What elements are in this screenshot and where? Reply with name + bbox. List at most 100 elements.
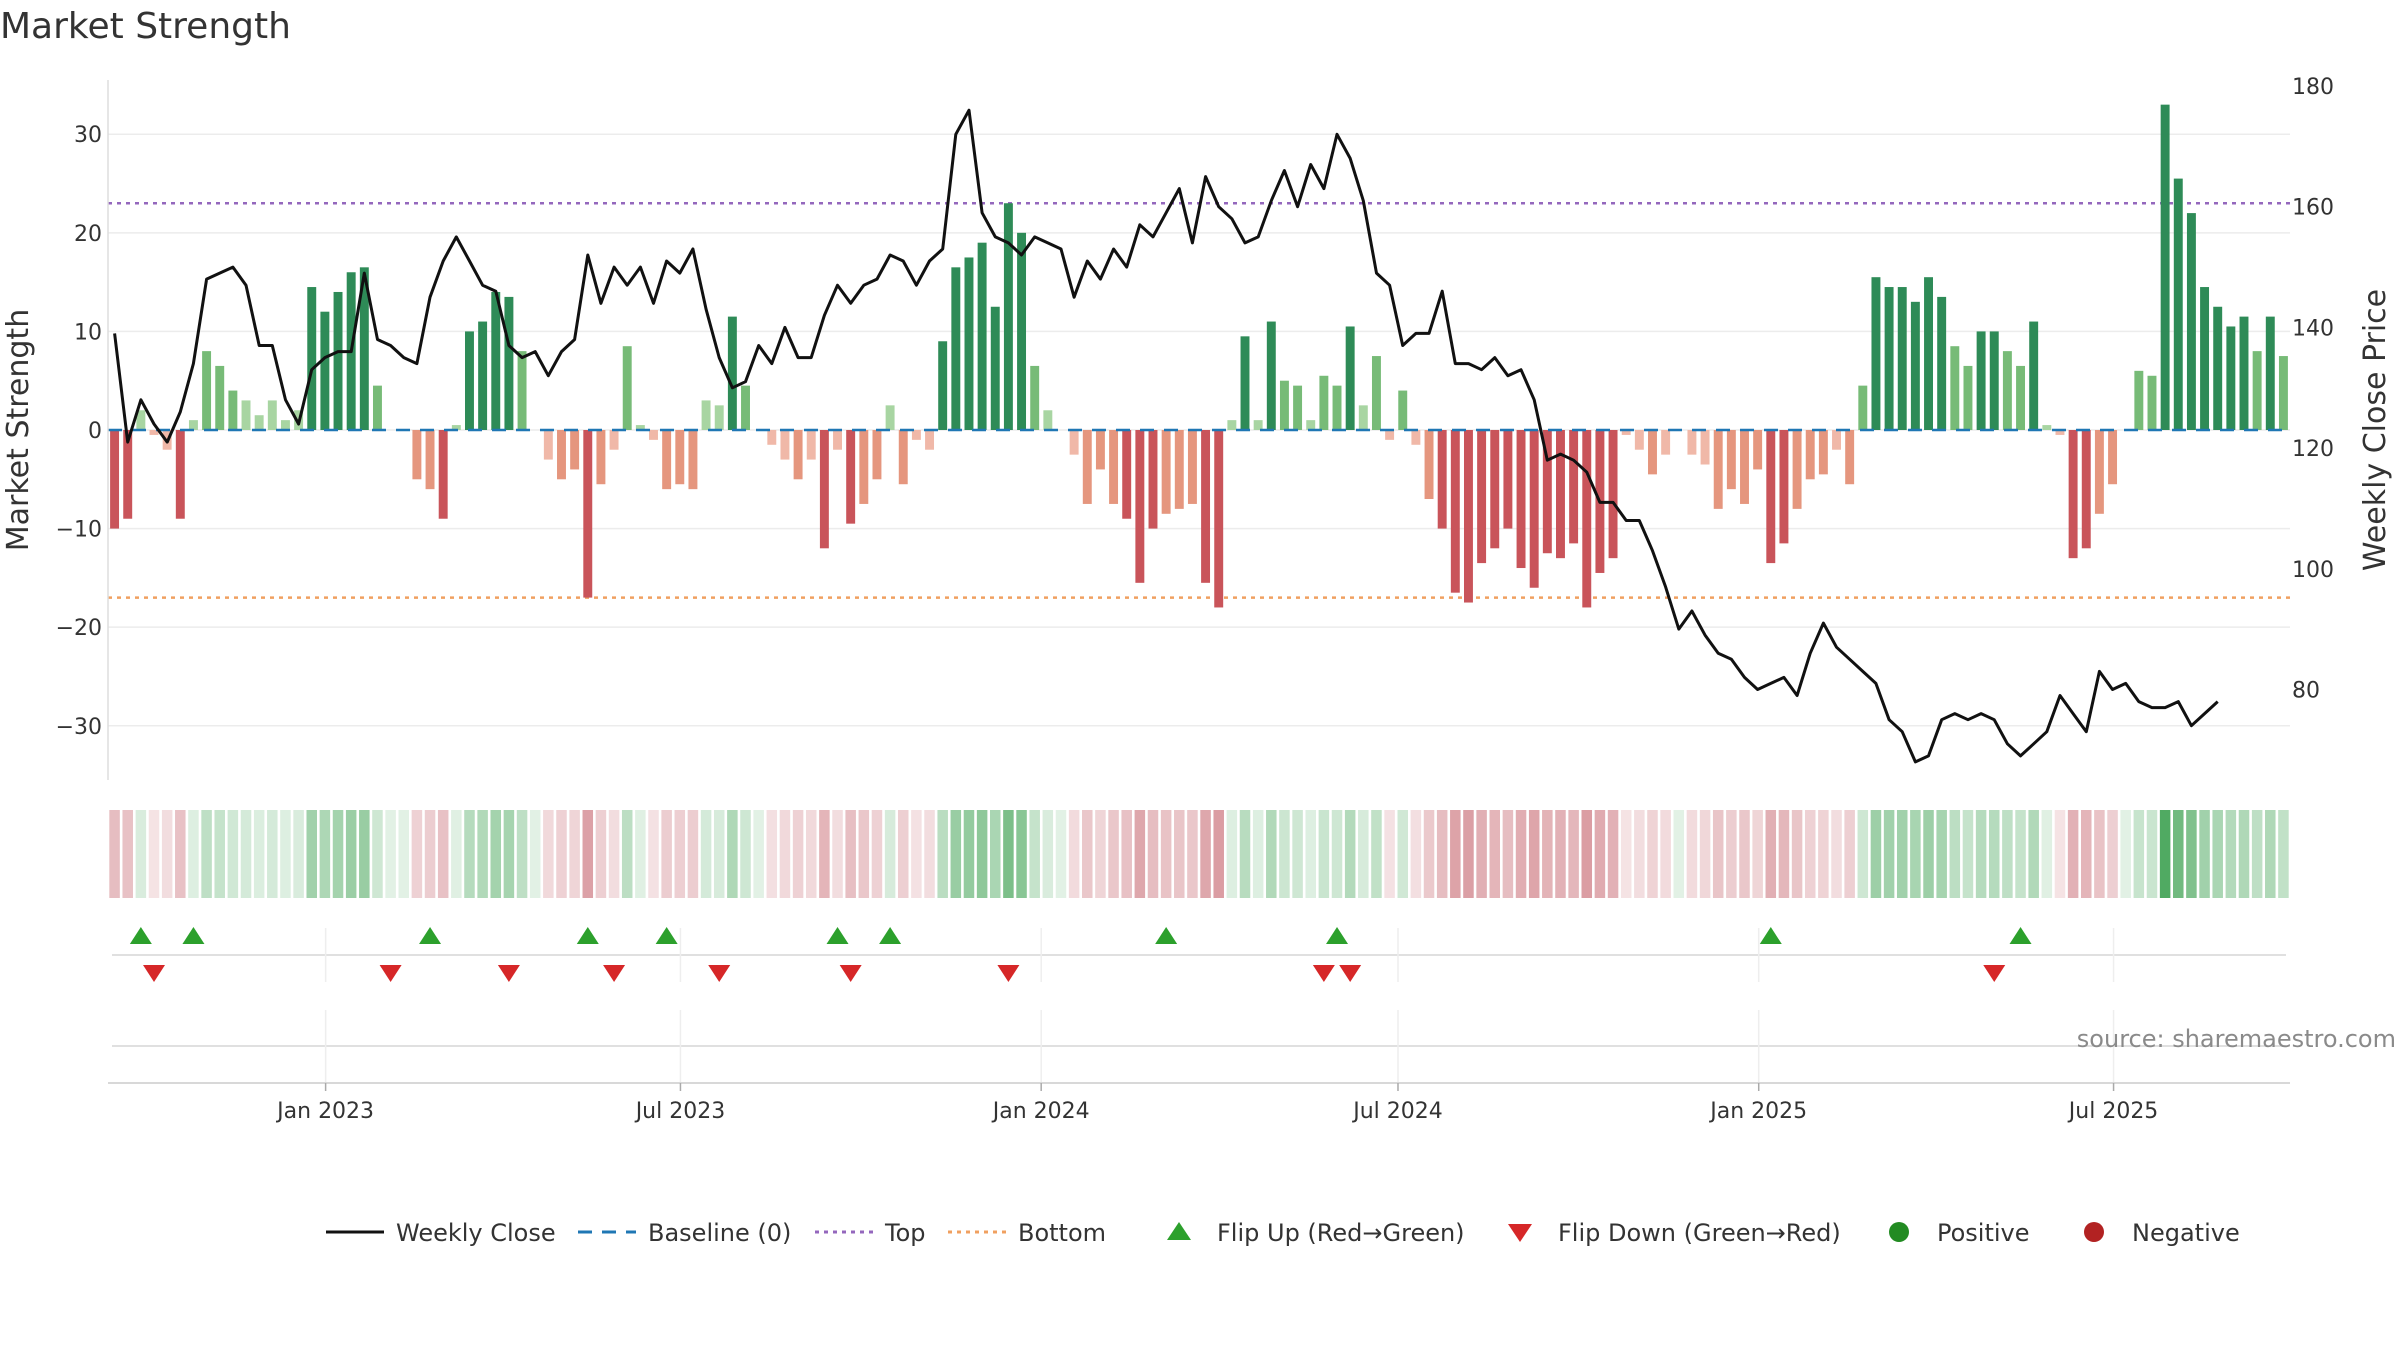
heat-cell xyxy=(1857,810,1869,898)
y-tick-label-right: 160 xyxy=(2292,196,2334,221)
heat-cell xyxy=(1003,810,1014,898)
heat-cell xyxy=(359,810,370,898)
heat-cell xyxy=(687,810,699,898)
heat-cell xyxy=(635,810,646,898)
heat-cell xyxy=(740,810,751,898)
heat-cell xyxy=(2265,810,2276,898)
strength-bar xyxy=(1661,430,1671,455)
strength-bar xyxy=(2042,425,2052,430)
legend-swatch xyxy=(1889,1222,1909,1242)
heat-cell xyxy=(1607,810,1619,898)
strength-bar xyxy=(1135,430,1145,583)
heat-cell xyxy=(424,810,436,898)
legend-item: Bottom xyxy=(948,1219,1106,1247)
heat-cell xyxy=(2015,810,2026,898)
heat-cell xyxy=(700,810,712,898)
strength-bar xyxy=(1319,375,1329,430)
flip-up-marker xyxy=(1155,927,1178,944)
heat-cell xyxy=(148,810,160,898)
legend-label: Negative xyxy=(2132,1219,2240,1247)
heat-cell xyxy=(122,810,133,898)
strength-bar xyxy=(333,291,343,430)
heat-cell xyxy=(858,810,870,898)
strength-bar xyxy=(465,331,474,430)
flip-up-marker xyxy=(655,927,678,944)
heat-cell xyxy=(1410,810,1422,898)
legend-item: Negative xyxy=(2084,1219,2240,1247)
heat-cell xyxy=(2054,810,2066,898)
heat-cell xyxy=(2212,810,2223,898)
heat-cell xyxy=(1975,810,1987,898)
strength-bar xyxy=(1753,430,1763,470)
strength-bar xyxy=(1345,326,1355,430)
heat-cell xyxy=(1226,810,1238,898)
strength-bar xyxy=(1424,430,1434,500)
y-tick-label-left: 0 xyxy=(88,419,102,444)
strength-bar xyxy=(557,430,566,480)
strength-bar xyxy=(372,385,382,430)
strength-bar xyxy=(228,390,238,430)
strength-bar xyxy=(2186,213,2196,430)
strength-bar xyxy=(2278,356,2288,430)
heat-cell xyxy=(1660,810,1671,898)
strength-bar xyxy=(1805,430,1815,480)
strength-bar xyxy=(1332,385,1342,430)
heat-cell xyxy=(753,810,764,898)
heat-cell xyxy=(2146,810,2158,898)
strength-bar xyxy=(2094,430,2104,514)
strength-bar xyxy=(1832,430,1841,450)
strength-bar xyxy=(1608,430,1618,559)
strength-bar xyxy=(1358,405,1368,430)
strength-bar xyxy=(1582,430,1592,608)
legend-label: Top xyxy=(884,1219,926,1247)
legend-item: Weekly Close xyxy=(326,1219,556,1247)
heat-cell xyxy=(871,810,883,898)
strength-bar xyxy=(438,430,448,519)
legend-label: Flip Down (Green→Red) xyxy=(1558,1219,1841,1247)
strength-bar xyxy=(1529,430,1539,588)
heat-cell xyxy=(2199,810,2210,898)
heat-cell xyxy=(1489,810,1501,898)
strength-bar xyxy=(609,430,619,450)
strength-bar xyxy=(793,430,803,480)
y-tick-label-left: 20 xyxy=(74,222,102,247)
strength-bar xyxy=(1371,356,1381,430)
heat-cell xyxy=(1620,810,1632,898)
strength-bar xyxy=(990,306,1000,430)
legend-label: Bottom xyxy=(1018,1219,1106,1247)
heat-cell xyxy=(1160,810,1172,898)
legend-swatch xyxy=(1508,1224,1532,1242)
flip-down-marker xyxy=(1312,965,1335,982)
legend-item: Flip Up (Red→Green) xyxy=(1167,1219,1465,1247)
flip-down-marker xyxy=(1983,965,2006,982)
heat-cell xyxy=(175,810,186,898)
legend: Weekly Close Baseline (0) Top Bottom Flip Up… xyxy=(326,1219,2240,1247)
heat-cell xyxy=(398,810,410,898)
strength-bar xyxy=(1503,430,1513,529)
heat-cell xyxy=(451,810,462,898)
heat-cell xyxy=(2028,810,2039,898)
heat-cell xyxy=(1239,810,1251,898)
heat-cell xyxy=(240,810,252,898)
strength-bar xyxy=(254,415,264,430)
strength-bar xyxy=(267,400,277,430)
strength-bar xyxy=(2226,326,2236,430)
heat-cell xyxy=(319,810,331,898)
y-tick-label-right: 120 xyxy=(2292,437,2334,462)
strength-bar xyxy=(1845,430,1855,485)
strength-bar xyxy=(1687,430,1697,455)
y-tick-label-right: 80 xyxy=(2292,678,2320,703)
heat-cell xyxy=(2238,810,2250,898)
strength-bar xyxy=(2239,316,2249,430)
heat-cell xyxy=(1068,810,1080,898)
heat-cell xyxy=(1042,810,1054,898)
strength-bar xyxy=(1858,385,1868,430)
strength-bar xyxy=(1161,430,1171,514)
strength-bar xyxy=(1450,430,1460,593)
strength-bar xyxy=(938,341,948,430)
strength-bar xyxy=(1148,430,1158,529)
heat-cell xyxy=(201,810,212,898)
heat-cell xyxy=(897,810,909,898)
heat-cell xyxy=(214,810,225,898)
heat-cell xyxy=(976,810,988,898)
